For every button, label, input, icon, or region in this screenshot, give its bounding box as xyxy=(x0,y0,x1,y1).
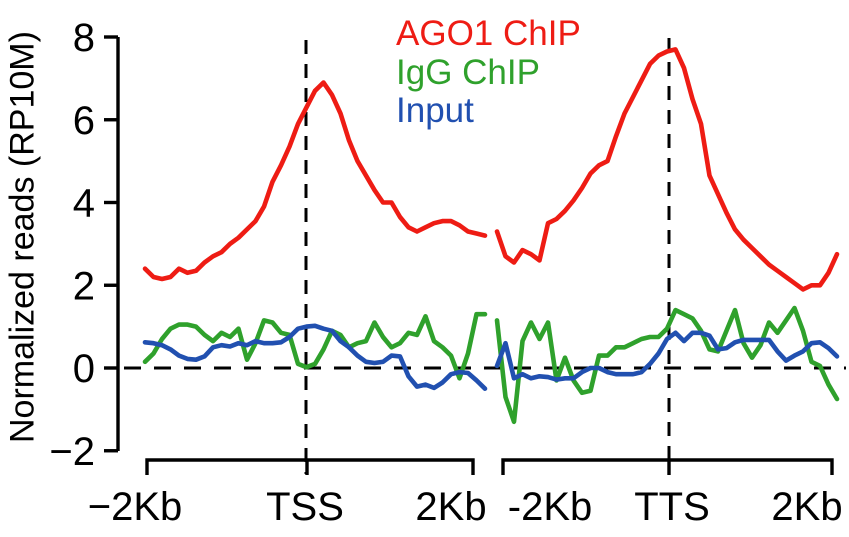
x-axis-bracket-tss xyxy=(145,458,475,475)
y-tick-label: 0 xyxy=(73,347,95,391)
series-igg-chip xyxy=(142,311,488,381)
series-input xyxy=(494,330,840,382)
y-tick-label: 8 xyxy=(73,16,95,60)
x-tick-label: TSS xyxy=(266,485,344,529)
data-curves xyxy=(142,47,840,425)
x-tick-label: TTS xyxy=(634,485,710,529)
series-ago1-chip xyxy=(494,47,840,292)
legend-item-igg-chip: IgG ChIP xyxy=(396,53,540,92)
series-ago1-chip xyxy=(142,80,488,282)
y-axis-ticks xyxy=(104,35,118,453)
y-axis-title: Normalized reads (RP10M) xyxy=(3,31,42,443)
legend-item-input: Input xyxy=(396,91,474,130)
y-axis-tick-labels: 8 6 4 2 0 −2 xyxy=(49,16,95,474)
y-tick-label: 6 xyxy=(73,99,95,143)
x-tick-label: -2Kb xyxy=(508,485,593,529)
x-tick-label: −2Kb xyxy=(88,485,183,529)
series-input xyxy=(142,323,488,392)
y-tick-label: 4 xyxy=(73,182,95,226)
x-tick-label: 2Kb xyxy=(415,485,486,529)
y-tick-label: 2 xyxy=(73,264,95,308)
x-axis-tick-labels: −2Kb TSS 2Kb -2Kb TTS 2Kb xyxy=(88,485,843,529)
legend-item-ago1-chip: AGO1 ChIP xyxy=(396,14,581,53)
y-tick-label: −2 xyxy=(49,430,95,474)
x-axis-bracket-tts xyxy=(501,458,834,475)
x-tick-label: 2Kb xyxy=(771,485,842,529)
series-igg-chip xyxy=(494,305,840,425)
